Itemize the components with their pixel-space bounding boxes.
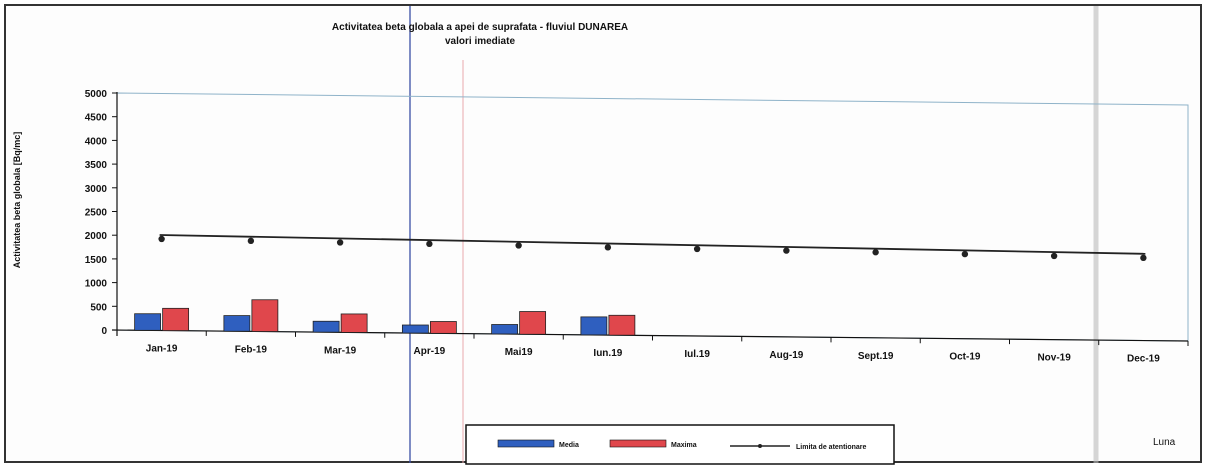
x-axis-label: Luna [1153, 437, 1176, 448]
limit-point-8 [872, 249, 879, 256]
bar-media-0 [134, 313, 162, 331]
legend-label-maxima: Maxima [671, 442, 697, 449]
y-tick-label: 1000 [85, 279, 108, 290]
y-tick-label: 2500 [85, 208, 108, 219]
bar-media-3 [401, 324, 429, 334]
y-axis-label: Activitatea beta globala [Bq/mc] [12, 132, 22, 269]
limit-point-10 [1050, 252, 1058, 260]
legend-marker-limit [758, 444, 762, 448]
limit-point-9 [961, 250, 969, 258]
legend-label-media: Media [559, 442, 579, 449]
y-tick-group: 0 500 1000 1500 2000 2500 3000 3500 4000 4500 5000 [85, 89, 117, 337]
bar-maxima-3 [429, 321, 457, 334]
limit-point-7 [783, 247, 790, 254]
y-tick-label: 4500 [85, 113, 108, 124]
x-tick-label: Nov-19 [1037, 353, 1071, 364]
y-tick-label: 3500 [85, 160, 108, 171]
bar-media-4 [491, 324, 519, 335]
bar-maxima-5 [608, 314, 636, 336]
legend-swatch-maxima [609, 439, 667, 448]
bar-media-2 [312, 320, 340, 333]
x-tick-label: Oct-19 [949, 352, 981, 363]
bar-maxima-1 [251, 299, 279, 332]
y-tick-label: 5000 [85, 89, 108, 100]
chart-frame [4, 4, 1202, 463]
x-tick-label: Jan-19 [146, 343, 178, 354]
limit-line [159, 234, 1146, 255]
limit-line-group [158, 234, 1147, 262]
chart-subtitle: valori imediate [445, 36, 515, 47]
y-tick-label: 500 [90, 302, 107, 313]
x-tick-label: Iun.19 [593, 348, 622, 359]
x-tick-label: Feb-19 [235, 344, 268, 355]
limit-point-6 [693, 245, 701, 253]
y-tick-label: 2000 [85, 231, 108, 242]
legend-label-limit: Limita de atentionare [796, 444, 867, 451]
limit-point-3 [426, 240, 433, 248]
x-tick-label: Mar-19 [324, 345, 357, 356]
limit-point-2 [336, 239, 344, 246]
limit-point-4 [515, 242, 522, 249]
limit-point-5 [604, 244, 612, 251]
x-tick-label: Mai19 [505, 347, 533, 358]
x-tick-label: Sept.19 [858, 351, 894, 362]
chart-title: Activitatea beta globala a apei de supra… [332, 22, 628, 33]
bar-maxima-2 [340, 313, 368, 333]
bar-group [134, 299, 636, 336]
limit-point-1 [247, 237, 255, 245]
bar-media-5 [580, 316, 608, 336]
y-tick-label: 4000 [85, 136, 108, 147]
y-tick-label: 3000 [85, 184, 108, 195]
limit-point-0 [158, 235, 165, 243]
x-axis [111, 329, 1189, 342]
bar-maxima-0 [162, 307, 190, 332]
limit-point-11 [1140, 254, 1147, 262]
legend-swatch-media [497, 439, 555, 448]
bar-media-1 [223, 315, 251, 332]
y-tick-label: 1500 [85, 255, 108, 266]
bar-maxima-4 [519, 311, 547, 335]
x-tick-label: Dec-19 [1127, 354, 1160, 365]
x-tick-group: Jan-19 Feb-19 Mar-19 Apr-19 Mai19 Iun.19 Iul.1… [116, 330, 1189, 365]
x-tick-label: Iul.19 [684, 349, 710, 360]
y-tick-label: 0 [101, 326, 107, 337]
x-tick-label: Apr-19 [414, 346, 446, 357]
x-tick-label: Aug-19 [769, 350, 803, 361]
